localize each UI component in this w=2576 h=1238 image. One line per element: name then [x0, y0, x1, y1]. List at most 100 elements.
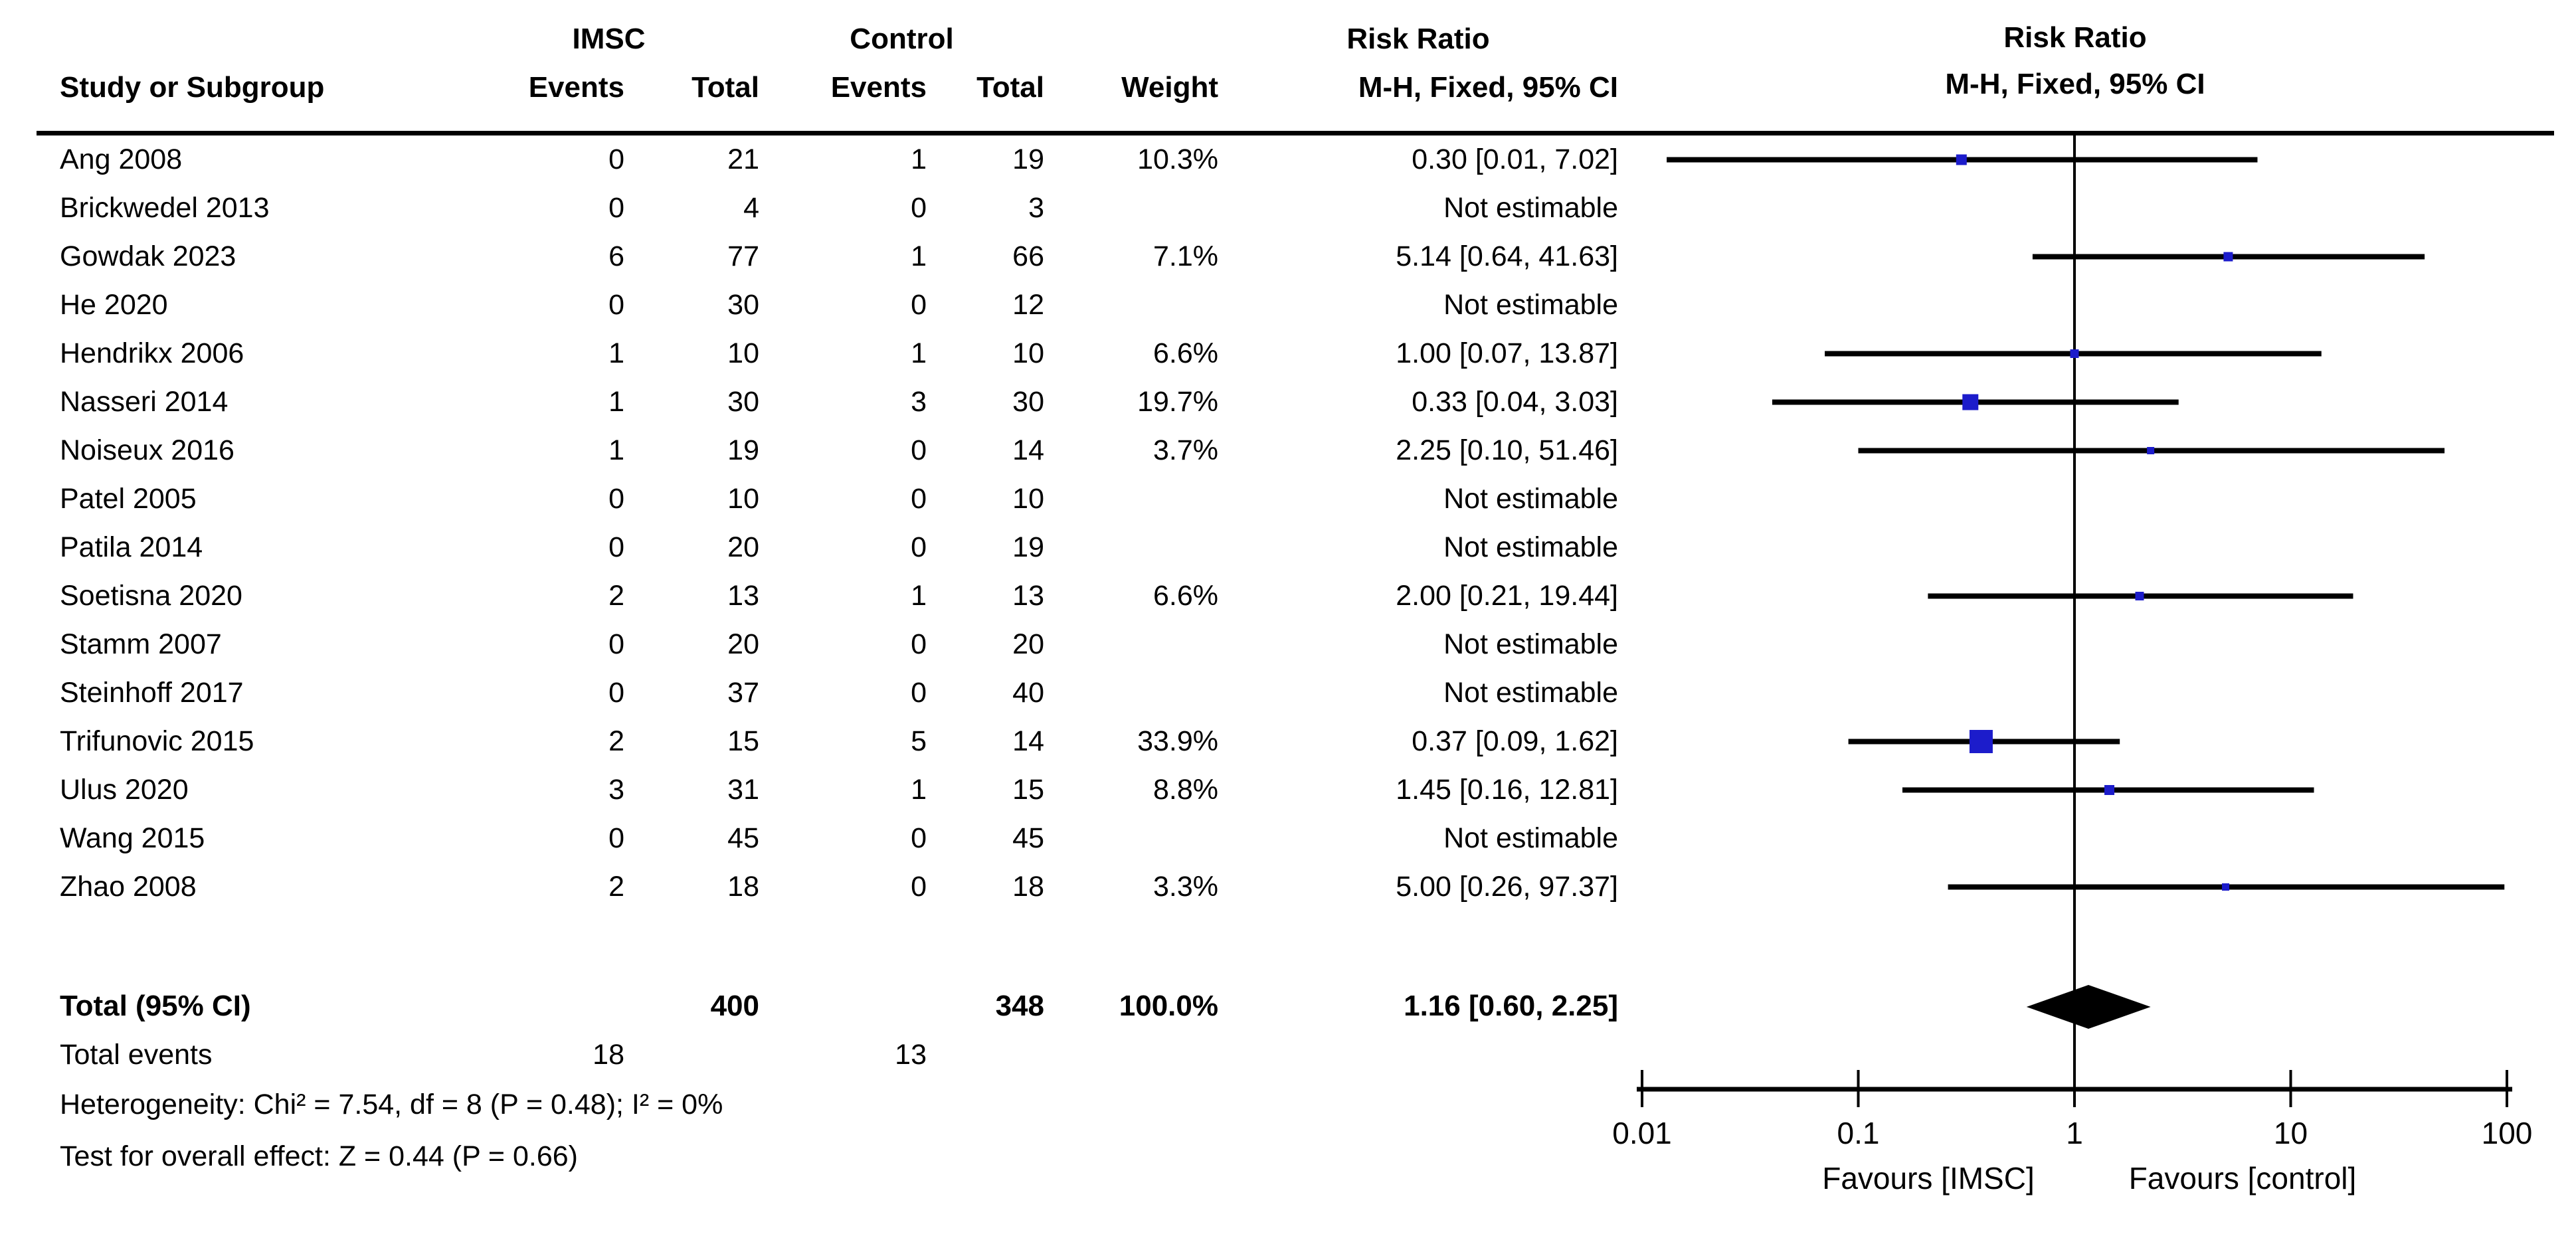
group-header-risk-ratio: Risk Ratio [1346, 23, 1490, 55]
weight: 7.1% [1152, 240, 1218, 272]
imsc-events: 0 [608, 628, 624, 660]
imsc-events: 0 [608, 822, 624, 854]
group-header-control: Control [850, 23, 954, 55]
total-label: Total (95% CI) [60, 989, 251, 1022]
effect-square [2222, 883, 2230, 891]
rr-ci-text: 0.30 [0.01, 7.02] [1412, 143, 1618, 175]
control-events: 1 [911, 337, 927, 369]
x-tick-label: 10 [2274, 1116, 2308, 1150]
imsc-total: 45 [727, 822, 759, 854]
control-events: 0 [911, 677, 927, 709]
overall-effect-note: Test for overall effect: Z = 0.44 (P = 0… [60, 1140, 578, 1172]
imsc-total: 19 [727, 434, 759, 466]
imsc-total: 37 [727, 677, 759, 709]
table-row: Nasseri 2014 1 30 3 30 19.7% 0.33 [0.04,… [60, 378, 1618, 426]
imsc-events: 0 [608, 289, 624, 321]
imsc-total: 20 [727, 531, 759, 563]
heterogeneity-note: Heterogeneity: Chi² = 7.54, df = 8 (P = … [60, 1088, 723, 1120]
weight: 19.7% [1137, 386, 1218, 418]
imsc-events: 0 [608, 143, 624, 175]
x-tick-label: 0.01 [1612, 1116, 1672, 1150]
favours-right-label: Favours [control] [2129, 1161, 2357, 1195]
control-events: 3 [911, 386, 927, 418]
control-total: 19 [1012, 143, 1044, 175]
effect-square [2104, 785, 2115, 795]
total-events-control: 13 [895, 1039, 927, 1071]
control-events: 0 [911, 483, 927, 515]
total-imsc-n: 400 [710, 989, 759, 1022]
table-row: Zhao 2008 2 18 0 18 3.3% 5.00 [0.26, 97.… [60, 863, 1618, 911]
control-total: 14 [1012, 725, 1044, 757]
table-row: Patel 2005 0 10 0 10 Not estimable [60, 475, 1618, 523]
control-total: 30 [1012, 386, 1044, 418]
col-header-mh-ci: M-H, Fixed, 95% CI [1358, 71, 1618, 104]
favours-left-label: Favours [IMSC] [1822, 1161, 2035, 1195]
control-total: 45 [1012, 822, 1044, 854]
x-tick-label: 1 [2066, 1116, 2083, 1150]
imsc-events: 2 [608, 871, 624, 903]
table-row: Soetisna 2020 2 13 1 13 6.6% 2.00 [0.21,… [60, 572, 1618, 620]
total-events-row: Total events 18 13 [60, 1031, 1618, 1079]
control-events: 0 [911, 434, 927, 466]
control-total: 66 [1012, 240, 1044, 272]
control-total: 3 [1028, 192, 1044, 224]
col-header-imsc-events: Events [528, 71, 624, 104]
study-name: He 2020 [60, 289, 168, 321]
table-row: Ang 2008 0 21 1 19 10.3% 0.30 [0.01, 7.0… [60, 135, 1618, 184]
imsc-total: 20 [727, 628, 759, 660]
table-row: Wang 2015 0 45 0 45 Not estimable [60, 814, 1618, 863]
control-total: 15 [1012, 774, 1044, 806]
rr-ci-text: Not estimable [1443, 289, 1618, 321]
effect-square [1969, 730, 1993, 753]
total-weight: 100.0% [1119, 989, 1218, 1022]
plot-header-mh-ci: M-H, Fixed, 95% CI [1945, 68, 2205, 100]
study-name: Ang 2008 [60, 143, 183, 175]
table-row: Hendrikx 2006 1 10 1 10 6.6% 1.00 [0.07,… [60, 329, 1618, 378]
imsc-total: 31 [727, 774, 759, 806]
imsc-events: 3 [608, 774, 624, 806]
imsc-total: 13 [727, 580, 759, 612]
study-name: Noiseux 2016 [60, 434, 234, 466]
group-header-imsc: IMSC [572, 23, 646, 55]
rr-ci-text: 1.00 [0.07, 13.87] [1396, 337, 1618, 369]
control-total: 12 [1012, 289, 1044, 321]
rr-ci-text: Not estimable [1443, 531, 1618, 563]
rr-ci-text: 2.00 [0.21, 19.44] [1396, 580, 1618, 612]
effect-square [1956, 154, 1967, 165]
imsc-total: 15 [727, 725, 759, 757]
control-events: 0 [911, 871, 927, 903]
control-events: 1 [911, 774, 927, 806]
imsc-events: 6 [608, 240, 624, 272]
total-row: Total (95% CI) 400 348 100.0% 1.16 [0.60… [60, 982, 1618, 1030]
table-row: Brickwedel 2013 0 4 0 3 Not estimable [60, 184, 1618, 232]
x-tick-label: 100 [2482, 1116, 2533, 1150]
control-total: 14 [1012, 434, 1044, 466]
imsc-events: 0 [608, 192, 624, 224]
study-rows: Ang 2008 0 21 1 19 10.3% 0.30 [0.01, 7.0… [60, 135, 1618, 911]
weight: 3.3% [1152, 871, 1218, 903]
imsc-events: 1 [608, 337, 624, 369]
imsc-total: 77 [727, 240, 759, 272]
control-total: 40 [1012, 677, 1044, 709]
col-header-weight: Weight [1121, 71, 1218, 104]
table-row: Steinhoff 2017 0 37 0 40 Not estimable [60, 669, 1618, 717]
control-events: 1 [911, 240, 927, 272]
effect-square [2070, 349, 2079, 358]
table-row: Noiseux 2016 1 19 0 14 3.7% 2.25 [0.10, … [60, 426, 1618, 475]
rr-ci-text: Not estimable [1443, 483, 1618, 515]
study-name: Stamm 2007 [60, 628, 222, 660]
study-name: Soetisna 2020 [60, 580, 242, 612]
rr-ci-text: 0.37 [0.09, 1.62] [1412, 725, 1618, 757]
control-events: 0 [911, 822, 927, 854]
study-name: Gowdak 2023 [60, 240, 236, 272]
effect-square [2135, 592, 2144, 600]
control-total: 18 [1012, 871, 1044, 903]
rr-ci-text: Not estimable [1443, 677, 1618, 709]
plot-header-risk-ratio: Risk Ratio [2003, 21, 2147, 54]
control-events: 1 [911, 580, 927, 612]
rr-ci-text: 2.25 [0.10, 51.46] [1396, 434, 1618, 466]
imsc-total: 21 [727, 143, 759, 175]
weight: 33.9% [1137, 725, 1218, 757]
rr-ci-text: 1.45 [0.16, 12.81] [1396, 774, 1618, 806]
